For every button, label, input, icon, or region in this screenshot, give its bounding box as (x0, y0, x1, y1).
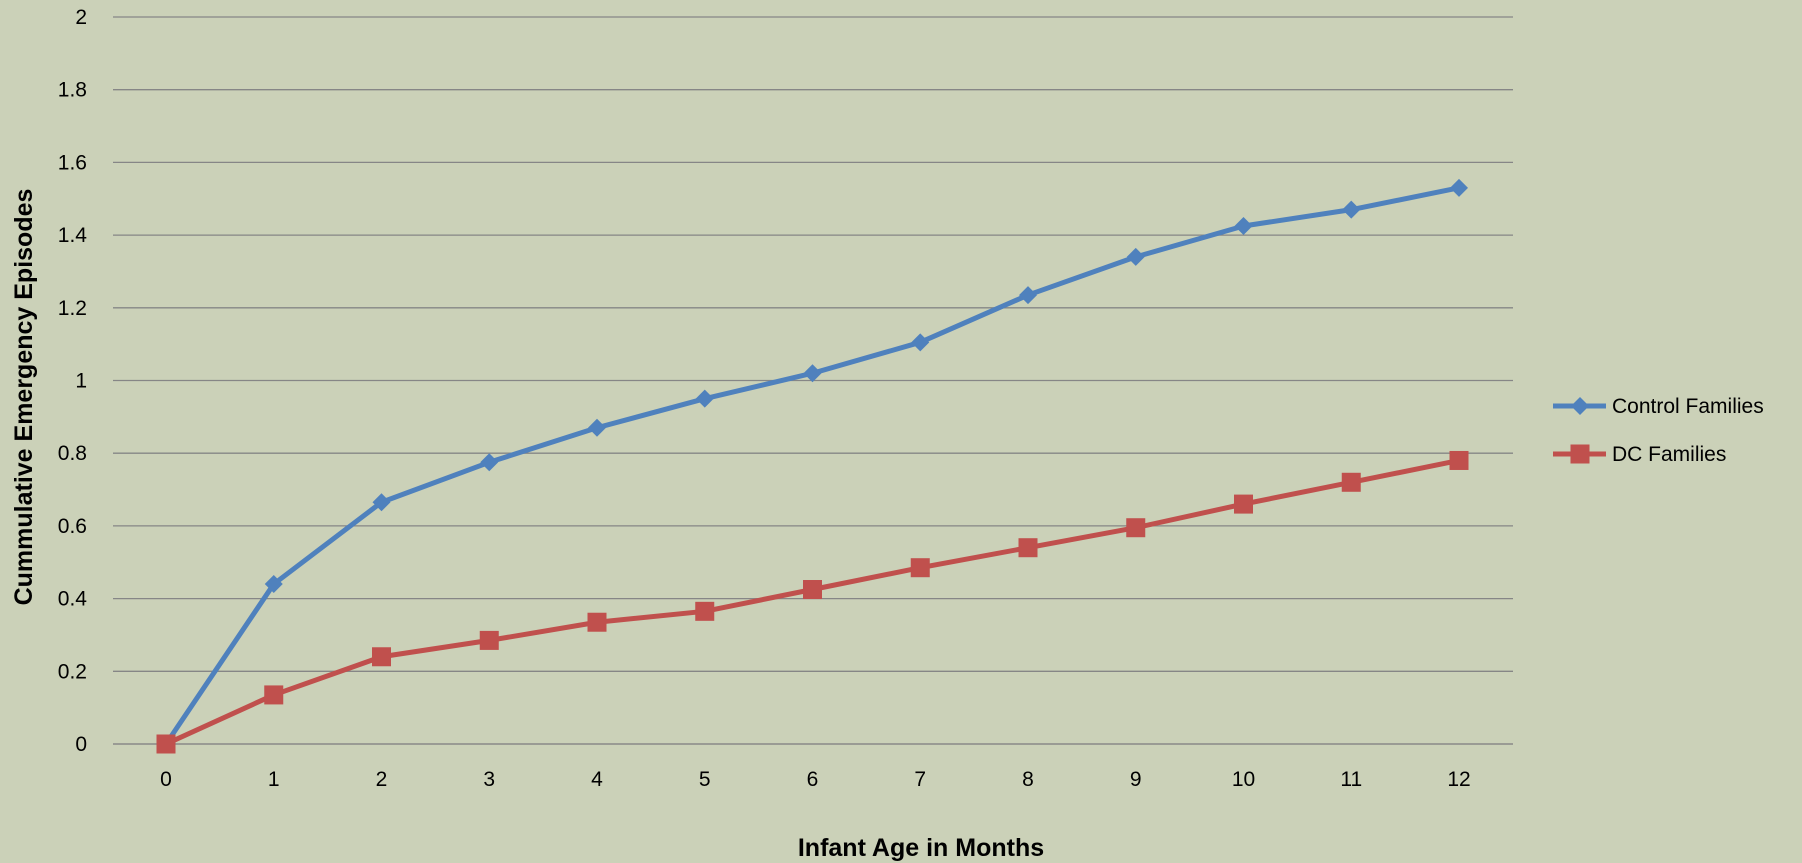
data-point (1234, 494, 1253, 514)
data-point (480, 453, 499, 472)
x-tick-label: 6 (807, 768, 819, 791)
data-point (372, 493, 391, 512)
x-axis-ticks: 0 1 2 3 4 5 6 7 8 9 10 11 12 (160, 768, 1471, 791)
data-point (1342, 200, 1361, 219)
data-point (695, 389, 714, 408)
data-point (479, 630, 499, 650)
data-point (1234, 217, 1253, 236)
x-tick-label: 2 (376, 768, 388, 791)
y-tick-label: 2 (75, 6, 87, 29)
data-point (1449, 450, 1469, 470)
y-tick-label: 1.2 (58, 297, 87, 320)
y-axis-ticks: 0 0.2 0.4 0.6 0.8 1 1.2 1.4 1.6 1.8 2 (58, 6, 88, 756)
data-point (264, 575, 283, 594)
y-tick-label: 1 (75, 370, 87, 393)
data-point (1018, 538, 1038, 558)
data-point (1126, 247, 1145, 266)
legend-item: Control Families (1553, 395, 1764, 418)
data-point (1341, 472, 1361, 492)
x-tick-label: 3 (483, 768, 495, 791)
data-point (1126, 518, 1146, 538)
data-point (803, 580, 822, 600)
data-point (588, 418, 606, 437)
x-tick-label: 4 (591, 768, 603, 791)
x-tick-label: 9 (1130, 768, 1142, 791)
y-tick-label: 0 (75, 733, 87, 756)
x-tick-label: 11 (1340, 768, 1362, 791)
y-tick-label: 0.8 (58, 442, 87, 465)
y-tick-label: 0.4 (58, 588, 88, 611)
legend-label: DC Families (1612, 443, 1726, 466)
x-tick-label: 10 (1232, 768, 1255, 791)
data-point (587, 612, 607, 632)
legend-marker (1571, 397, 1589, 415)
x-tick-label: 8 (1022, 768, 1034, 791)
legend-item: DC Families (1553, 443, 1726, 466)
legend-marker (1570, 444, 1590, 464)
y-tick-label: 0.2 (58, 660, 87, 683)
x-tick-label: 1 (268, 768, 280, 791)
data-point (264, 685, 284, 705)
series-line (163, 185, 1460, 746)
data-point (156, 734, 176, 754)
data-point (911, 333, 930, 352)
y-tick-label: 1.4 (58, 224, 88, 247)
y-tick-label: 0.6 (58, 515, 87, 538)
x-tick-label: 12 (1447, 768, 1470, 791)
x-tick-label: 7 (914, 768, 926, 791)
series-line (164, 458, 1460, 747)
data-point (1019, 286, 1037, 305)
series-1 (156, 450, 1469, 754)
x-tick-label: 0 (160, 768, 172, 791)
data-point (372, 647, 391, 667)
x-tick-label: 5 (699, 768, 711, 791)
legend: Control Families DC Families (1553, 395, 1764, 466)
legend-label: Control Families (1612, 395, 1764, 418)
data-point (803, 364, 822, 383)
data-point (695, 601, 715, 621)
y-tick-label: 1.6 (58, 151, 87, 174)
data-point (1450, 178, 1468, 197)
data-point (910, 558, 930, 578)
y-tick-label: 1.8 (58, 79, 87, 102)
series-layer (156, 178, 1469, 754)
x-axis-title: Infant Age in Months (798, 834, 1044, 862)
y-axis-title: Cummulative Emergency Episodes (10, 189, 38, 606)
